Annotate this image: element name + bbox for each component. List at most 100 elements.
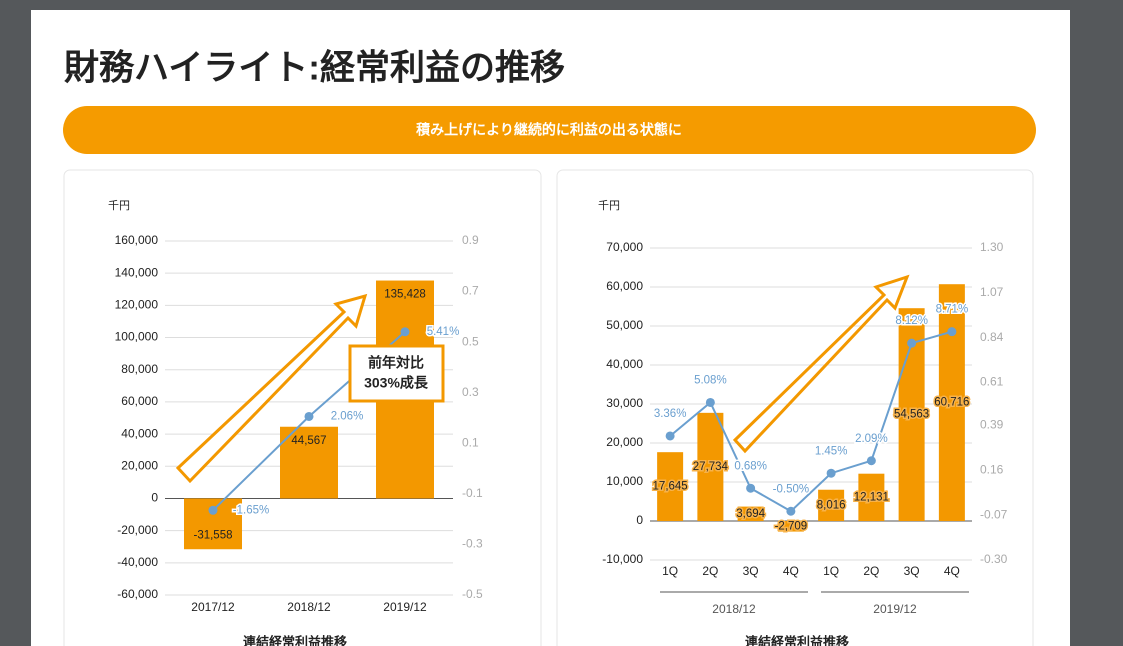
bar (938, 284, 965, 521)
data-label: 1.45% (815, 445, 848, 457)
y2-tick-label: -0.5 (462, 587, 483, 601)
x-tick-label: 2Q (863, 564, 879, 578)
line-point (826, 468, 836, 478)
y-tick-label: 140,000 (115, 265, 159, 279)
y-tick-label: 20,000 (606, 435, 643, 449)
annotation-box (348, 344, 445, 403)
chart-caption: 連結経常利益推移 (745, 634, 849, 646)
bar (737, 506, 764, 521)
x-tick-label: 4Q (944, 564, 960, 578)
line-point (705, 397, 715, 407)
data-label: -1.65% (233, 504, 269, 516)
data-label: -31,558 (193, 529, 232, 541)
bar (697, 412, 724, 521)
unit-label: 千円 (598, 199, 620, 212)
y-tick-label: 60,000 (121, 394, 158, 408)
line (669, 330, 953, 513)
data-label: 60,716 (934, 397, 969, 409)
x-tick-label: 2Q (702, 564, 718, 578)
y2-tick-label: 1.07 (980, 285, 1004, 299)
x-tick-label: 2018/12 (287, 600, 331, 614)
data-label: 2.06% (331, 411, 364, 423)
x-tick-label: 1Q (823, 564, 839, 578)
y2-tick-label: 0.5 (462, 334, 479, 348)
y2-tick-label: -0.07 (980, 507, 1008, 521)
line-point (304, 411, 314, 421)
group-label: 2018/12 (712, 602, 756, 616)
y2-tick-label: -0.30 (980, 552, 1008, 566)
data-label: 3,694 (736, 508, 765, 520)
y2-tick-label: 0.1 (462, 435, 479, 449)
data-label: 135,428 (384, 289, 426, 301)
y2-tick-label: 0.9 (462, 233, 479, 247)
y2-tick-label: -0.3 (462, 537, 483, 551)
data-label: -2,709 (775, 520, 808, 532)
y-tick-label: 0 (151, 491, 158, 505)
line-point (907, 338, 917, 348)
y-tick-label: 40,000 (606, 357, 643, 371)
data-label: 8.71% (936, 304, 969, 316)
bar (657, 452, 684, 521)
data-label: 12,131 (854, 491, 889, 503)
y2-tick-label: 0.39 (980, 418, 1004, 432)
line-point (947, 327, 957, 337)
x-tick-label: 3Q (743, 564, 759, 578)
annotation: 303%成長 (364, 375, 429, 391)
growth-arrow (732, 274, 910, 454)
bar (777, 521, 804, 532)
x-tick-label: 3Q (904, 564, 920, 578)
data-label: 8,016 (817, 499, 846, 511)
x-tick-label: 1Q (662, 564, 678, 578)
y-tick-label: 30,000 (606, 396, 643, 410)
y-tick-label: 120,000 (115, 298, 159, 312)
line-point (786, 506, 796, 516)
data-label: 3.36% (654, 408, 687, 420)
bar (280, 426, 338, 499)
banner-text: 積み上げにより継続的に利益の出る状態に (415, 122, 682, 138)
data-label: 2.09% (855, 433, 888, 445)
y2-tick-label: -0.1 (462, 486, 483, 500)
group-label: 2019/12 (873, 602, 917, 616)
line-point (208, 505, 218, 515)
line-point (746, 483, 756, 493)
line-point (866, 456, 876, 466)
data-label: 5.41% (427, 326, 460, 338)
data-label: 44,567 (291, 435, 326, 447)
y2-tick-label: 0.16 (980, 462, 1004, 476)
x-tick-label: 2017/12 (191, 600, 235, 614)
bar (818, 489, 845, 521)
data-label: 27,734 (693, 461, 729, 473)
data-label: 8.12% (895, 315, 928, 327)
y-tick-label: 60,000 (606, 279, 643, 293)
annotation: 前年対比 (368, 355, 424, 371)
y-tick-label: 20,000 (121, 458, 158, 472)
unit-label: 千円 (108, 199, 130, 212)
y-tick-label: 80,000 (121, 362, 158, 376)
line-point (400, 327, 410, 337)
y-tick-label: -60,000 (117, 587, 158, 601)
panel (556, 169, 1034, 646)
growth-arrow (175, 293, 368, 484)
y2-tick-label: 0.3 (462, 385, 479, 399)
slide-title: 財務ハイライト:経常利益の推移 (64, 48, 565, 87)
y-tick-label: -40,000 (117, 555, 158, 569)
y-tick-label: 50,000 (606, 318, 643, 332)
data-label: -0.50% (773, 483, 809, 495)
data-label: 17,645 (653, 481, 688, 493)
y-tick-label: 100,000 (115, 330, 159, 344)
line-point (665, 431, 675, 441)
y-tick-label: -10,000 (602, 552, 643, 566)
data-label: 0.68% (734, 460, 767, 472)
y-tick-label: 160,000 (115, 233, 159, 247)
data-label: 5.08% (694, 374, 727, 386)
bar (858, 473, 885, 521)
y-tick-label: -20,000 (117, 523, 158, 537)
x-tick-label: 4Q (783, 564, 799, 578)
x-tick-label: 2019/12 (383, 600, 427, 614)
y2-tick-label: 1.30 (980, 240, 1004, 254)
data-label: 54,563 (894, 409, 929, 421)
y2-tick-label: 0.7 (462, 284, 479, 298)
y-tick-label: 40,000 (121, 426, 158, 440)
